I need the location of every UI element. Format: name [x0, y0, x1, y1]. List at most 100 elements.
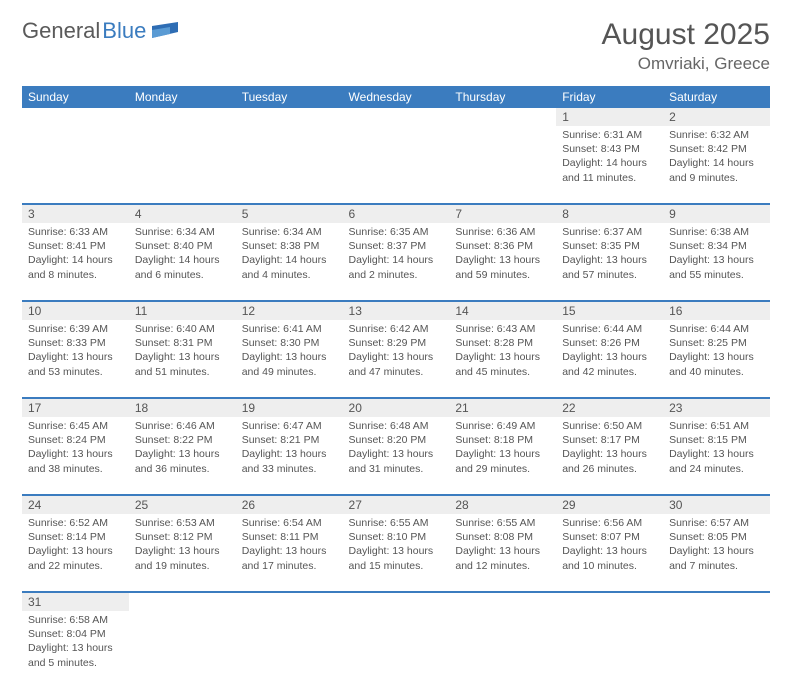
- day-number-cell: 25: [129, 495, 236, 514]
- logo-text-1: General: [22, 18, 100, 44]
- daylight-text: Daylight: 13 hours: [135, 350, 230, 364]
- day-number-cell: [449, 108, 556, 126]
- day-number-cell: 1: [556, 108, 663, 126]
- day-data-cell: Sunrise: 6:40 AMSunset: 8:31 PMDaylight:…: [129, 320, 236, 398]
- day-number-cell: [22, 108, 129, 126]
- day-data-cell: Sunrise: 6:33 AMSunset: 8:41 PMDaylight:…: [22, 223, 129, 301]
- sunset-text: Sunset: 8:17 PM: [562, 433, 657, 447]
- day-data-cell: [343, 126, 450, 204]
- daylight-text: Daylight: 13 hours: [135, 447, 230, 461]
- daylight-text: Daylight: 13 hours: [455, 447, 550, 461]
- day-data-cell: Sunrise: 6:35 AMSunset: 8:37 PMDaylight:…: [343, 223, 450, 301]
- daylight-text: and 5 minutes.: [28, 656, 123, 670]
- sunset-text: Sunset: 8:31 PM: [135, 336, 230, 350]
- day-number-cell: 21: [449, 398, 556, 417]
- day-number-cell: 15: [556, 301, 663, 320]
- daylight-text: and 4 minutes.: [242, 268, 337, 282]
- sunset-text: Sunset: 8:29 PM: [349, 336, 444, 350]
- day-data-cell: Sunrise: 6:55 AMSunset: 8:10 PMDaylight:…: [343, 514, 450, 592]
- day-number-cell: 7: [449, 204, 556, 223]
- day-data-cell: [22, 126, 129, 204]
- day-number-cell: 30: [663, 495, 770, 514]
- day-data-row: Sunrise: 6:45 AMSunset: 8:24 PMDaylight:…: [22, 417, 770, 495]
- day-data-cell: Sunrise: 6:45 AMSunset: 8:24 PMDaylight:…: [22, 417, 129, 495]
- sunset-text: Sunset: 8:41 PM: [28, 239, 123, 253]
- sunrise-text: Sunrise: 6:34 AM: [242, 225, 337, 239]
- sunrise-text: Sunrise: 6:51 AM: [669, 419, 764, 433]
- day-number-cell: 10: [22, 301, 129, 320]
- sunrise-text: Sunrise: 6:46 AM: [135, 419, 230, 433]
- day-data-cell: Sunrise: 6:56 AMSunset: 8:07 PMDaylight:…: [556, 514, 663, 592]
- day-number-cell: 22: [556, 398, 663, 417]
- weekday-header: Thursday: [449, 86, 556, 108]
- day-number-row: 24252627282930: [22, 495, 770, 514]
- day-number-cell: 28: [449, 495, 556, 514]
- sunset-text: Sunset: 8:40 PM: [135, 239, 230, 253]
- day-number-row: 12: [22, 108, 770, 126]
- day-number-cell: 20: [343, 398, 450, 417]
- daylight-text: Daylight: 13 hours: [349, 544, 444, 558]
- daylight-text: Daylight: 13 hours: [455, 544, 550, 558]
- daylight-text: Daylight: 13 hours: [242, 350, 337, 364]
- daylight-text: Daylight: 13 hours: [28, 350, 123, 364]
- daylight-text: Daylight: 14 hours: [242, 253, 337, 267]
- day-data-cell: [343, 611, 450, 689]
- day-number-cell: 6: [343, 204, 450, 223]
- day-data-cell: Sunrise: 6:47 AMSunset: 8:21 PMDaylight:…: [236, 417, 343, 495]
- day-number-row: 31: [22, 592, 770, 611]
- day-data-cell: [129, 611, 236, 689]
- sunset-text: Sunset: 8:28 PM: [455, 336, 550, 350]
- day-data-cell: Sunrise: 6:38 AMSunset: 8:34 PMDaylight:…: [663, 223, 770, 301]
- day-data-cell: Sunrise: 6:44 AMSunset: 8:26 PMDaylight:…: [556, 320, 663, 398]
- day-data-cell: Sunrise: 6:44 AMSunset: 8:25 PMDaylight:…: [663, 320, 770, 398]
- daylight-text: and 51 minutes.: [135, 365, 230, 379]
- location-label: Omvriaki, Greece: [602, 54, 770, 74]
- sunrise-text: Sunrise: 6:50 AM: [562, 419, 657, 433]
- sunset-text: Sunset: 8:42 PM: [669, 142, 764, 156]
- day-data-cell: [236, 126, 343, 204]
- day-data-cell: Sunrise: 6:42 AMSunset: 8:29 PMDaylight:…: [343, 320, 450, 398]
- sunrise-text: Sunrise: 6:35 AM: [349, 225, 444, 239]
- day-data-row: Sunrise: 6:31 AMSunset: 8:43 PMDaylight:…: [22, 126, 770, 204]
- day-data-cell: [449, 126, 556, 204]
- daylight-text: and 29 minutes.: [455, 462, 550, 476]
- day-data-cell: [236, 611, 343, 689]
- day-number-row: 10111213141516: [22, 301, 770, 320]
- day-number-cell: 9: [663, 204, 770, 223]
- day-number-cell: 26: [236, 495, 343, 514]
- daylight-text: Daylight: 14 hours: [28, 253, 123, 267]
- sunset-text: Sunset: 8:12 PM: [135, 530, 230, 544]
- day-number-cell: 27: [343, 495, 450, 514]
- sunrise-text: Sunrise: 6:58 AM: [28, 613, 123, 627]
- day-number-cell: 31: [22, 592, 129, 611]
- sunrise-text: Sunrise: 6:36 AM: [455, 225, 550, 239]
- sunrise-text: Sunrise: 6:34 AM: [135, 225, 230, 239]
- daylight-text: and 57 minutes.: [562, 268, 657, 282]
- sunset-text: Sunset: 8:18 PM: [455, 433, 550, 447]
- day-data-cell: Sunrise: 6:48 AMSunset: 8:20 PMDaylight:…: [343, 417, 450, 495]
- weekday-header-row: SundayMondayTuesdayWednesdayThursdayFrid…: [22, 86, 770, 108]
- calendar-table: SundayMondayTuesdayWednesdayThursdayFrid…: [22, 86, 770, 689]
- weekday-header: Monday: [129, 86, 236, 108]
- daylight-text: Daylight: 13 hours: [28, 544, 123, 558]
- sunrise-text: Sunrise: 6:44 AM: [669, 322, 764, 336]
- sunrise-text: Sunrise: 6:42 AM: [349, 322, 444, 336]
- day-number-cell: 19: [236, 398, 343, 417]
- daylight-text: Daylight: 13 hours: [242, 447, 337, 461]
- daylight-text: Daylight: 13 hours: [669, 447, 764, 461]
- day-number-cell: 17: [22, 398, 129, 417]
- day-data-cell: Sunrise: 6:52 AMSunset: 8:14 PMDaylight:…: [22, 514, 129, 592]
- sunset-text: Sunset: 8:25 PM: [669, 336, 764, 350]
- daylight-text: Daylight: 14 hours: [562, 156, 657, 170]
- sunrise-text: Sunrise: 6:48 AM: [349, 419, 444, 433]
- sunrise-text: Sunrise: 6:39 AM: [28, 322, 123, 336]
- sunset-text: Sunset: 8:33 PM: [28, 336, 123, 350]
- sunset-text: Sunset: 8:34 PM: [669, 239, 764, 253]
- sunset-text: Sunset: 8:26 PM: [562, 336, 657, 350]
- sunset-text: Sunset: 8:24 PM: [28, 433, 123, 447]
- sunrise-text: Sunrise: 6:40 AM: [135, 322, 230, 336]
- weekday-header: Saturday: [663, 86, 770, 108]
- daylight-text: and 6 minutes.: [135, 268, 230, 282]
- daylight-text: Daylight: 13 hours: [669, 253, 764, 267]
- daylight-text: and 40 minutes.: [669, 365, 764, 379]
